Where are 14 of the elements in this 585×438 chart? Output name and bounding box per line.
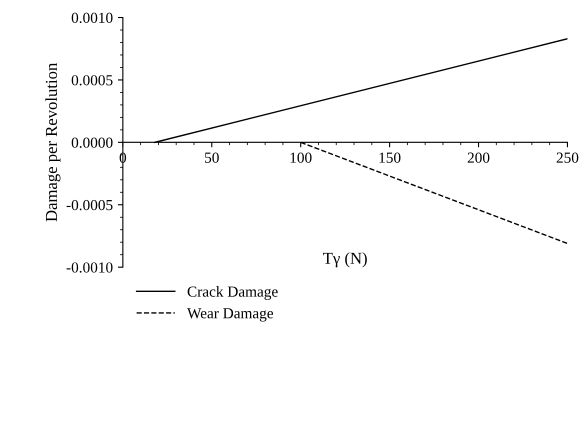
y-tick-label: 0.0005 [72, 75, 113, 86]
legend-label: Crack Damage [188, 286, 278, 300]
x-tick-label: 150 [379, 152, 400, 163]
y-axis-title: Damage per Revolution [45, 63, 60, 222]
y-tick-label: 0.0010 [72, 12, 113, 24]
y-tick-label: 0.0000 [72, 137, 113, 148]
y-tick-label: -0.0010 [66, 262, 113, 273]
x-tick-label: 200 [468, 152, 490, 163]
x-tick-label: 100 [290, 152, 312, 163]
y-tick-label: -0.0005 [66, 200, 113, 210]
legend-label: Wear Damage [187, 308, 274, 322]
x-tick-label: 50 [205, 152, 219, 163]
x-tick-label: 250 [556, 152, 578, 163]
x-axis-title: Tγ (N) [323, 252, 367, 268]
